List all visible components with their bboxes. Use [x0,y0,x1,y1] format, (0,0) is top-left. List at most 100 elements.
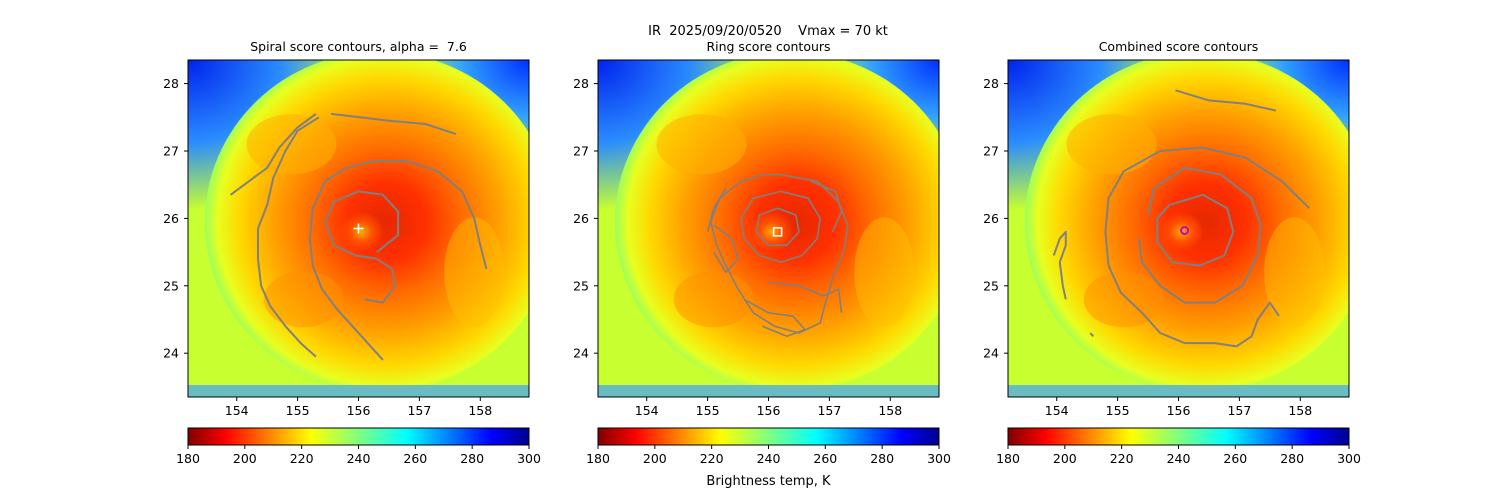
cold-region-s [598,385,939,397]
colorbar-tick-label: 200 [1053,451,1077,466]
colorbar-tick-label: 180 [176,451,200,466]
colorbar-tick-label: 300 [1337,451,1361,466]
colorbar-tick-label: 300 [927,451,951,466]
colorbar-tick-label: 260 [403,451,427,466]
y-tick-label: 28 [573,76,589,91]
contour-line [230,113,317,196]
y-tick-label: 24 [573,346,589,361]
x-tick-label: 157 [1227,403,1251,418]
score-contours [706,173,849,338]
colorbar-gradient [187,427,530,446]
y-tick-label: 27 [573,143,589,158]
x-tick-label: 158 [878,403,902,418]
contour-line [768,281,843,313]
rainband [1083,271,1164,328]
x-tick-label: 154 [1045,403,1069,418]
y-tick-label: 24 [163,346,179,361]
brightness-temp-image [598,60,939,397]
y-tick-label: 26 [163,211,179,226]
score-contours [1052,89,1311,348]
rainband [1264,217,1325,328]
rainband [673,271,754,328]
colorbar-gradient [597,427,940,446]
x-tick-label: 155 [1106,403,1130,418]
rainband [263,271,344,328]
x-tick-label: 156 [757,403,781,418]
y-tick-label: 26 [573,211,589,226]
x-tick-label: 154 [225,403,249,418]
y-tick-label: 28 [163,76,179,91]
colorbar-tick-label: 260 [813,451,837,466]
panel-title: Spiral score contours, alpha = 7.6 [250,39,467,54]
x-tick-label: 156 [347,403,371,418]
colorbar-tick-label: 280 [460,451,484,466]
colorbar-tick-label: 220 [290,451,314,466]
colorbar-tick-label: 260 [1223,451,1247,466]
storm-eye [339,211,384,252]
colorbar-tick-label: 200 [643,451,667,466]
y-tick-label: 25 [983,278,999,293]
brightness-temp-image [1008,60,1349,397]
panel-plot-area: 154 155 156 157 158 24 25 26 27 28 [163,59,530,418]
colorbar-tick-label: 240 [347,451,371,466]
panel-title: Ring score contours [706,39,830,54]
contour-line [706,187,727,233]
contour-line [755,207,800,247]
y-tick-label: 25 [573,278,589,293]
brightness-temp-image [188,60,529,397]
x-tick-label: 155 [696,403,720,418]
center-marker [1180,226,1190,236]
rainband [656,114,747,175]
contour-line [1175,89,1277,112]
colorbar-tick-label: 280 [870,451,894,466]
y-tick-label: 28 [983,76,999,91]
contour-line [324,190,400,304]
panel-title: Combined score contours [1099,39,1259,54]
colorbar-tick-label: 300 [517,451,541,466]
cold-region-s [188,385,529,397]
panel-ring: Ring score contours 154 155 156 157 158 24 25 2… [573,39,951,489]
contour-line [810,180,843,233]
colorbar-tick-label: 280 [1280,451,1304,466]
contour-line [740,190,822,263]
panel-plot-area: 154 155 156 157 158 24 25 26 27 28 [983,59,1350,418]
panel-plot-area: 154 155 156 157 158 24 25 26 27 28 [573,59,940,418]
figure-suptitle: IR 2025/09/20/0520 Vmax = 70 kt [648,24,888,39]
contour-line [713,224,739,274]
x-tick-label: 158 [1288,403,1312,418]
rainband [246,114,337,175]
contour-line [373,160,488,270]
colorbar-tick-label: 240 [1167,451,1191,466]
rainband [444,217,505,328]
x-tick-label: 157 [407,403,431,418]
panel-combined: Combined score contours 154 155 156 157 158 2… [983,39,1361,466]
rainband [854,217,915,328]
y-tick-label: 25 [163,278,179,293]
x-tick-label: 157 [817,403,841,418]
y-tick-label: 24 [983,346,999,361]
score-contours [230,112,488,361]
center-marker [353,223,364,234]
rainband [1066,114,1157,175]
x-tick-label: 155 [286,403,310,418]
contour-line [257,116,320,358]
x-tick-label: 154 [635,403,659,418]
contour-line [308,160,384,361]
center-marker [772,227,783,237]
y-tick-label: 27 [983,143,999,158]
colorbar-gradient [1007,427,1350,446]
colorbar-tick-label: 200 [233,451,257,466]
contour-line [1104,146,1311,348]
cold-region-s [1008,385,1349,397]
panel-spiral: Spiral score contours, alpha = 7.6 154 15… [163,39,541,466]
storm-eye [749,211,794,252]
x-tick-label: 156 [1167,403,1191,418]
contour-line [330,112,457,136]
colorbar: 180 200 220 240 260 280 300 [586,427,951,466]
contour-line [743,298,806,338]
colorbar-tick-label: 240 [757,451,781,466]
y-tick-label: 26 [983,211,999,226]
colorbar-tick-label: 220 [700,451,724,466]
colorbar: 180 200 220 240 260 280 300 [176,427,541,466]
